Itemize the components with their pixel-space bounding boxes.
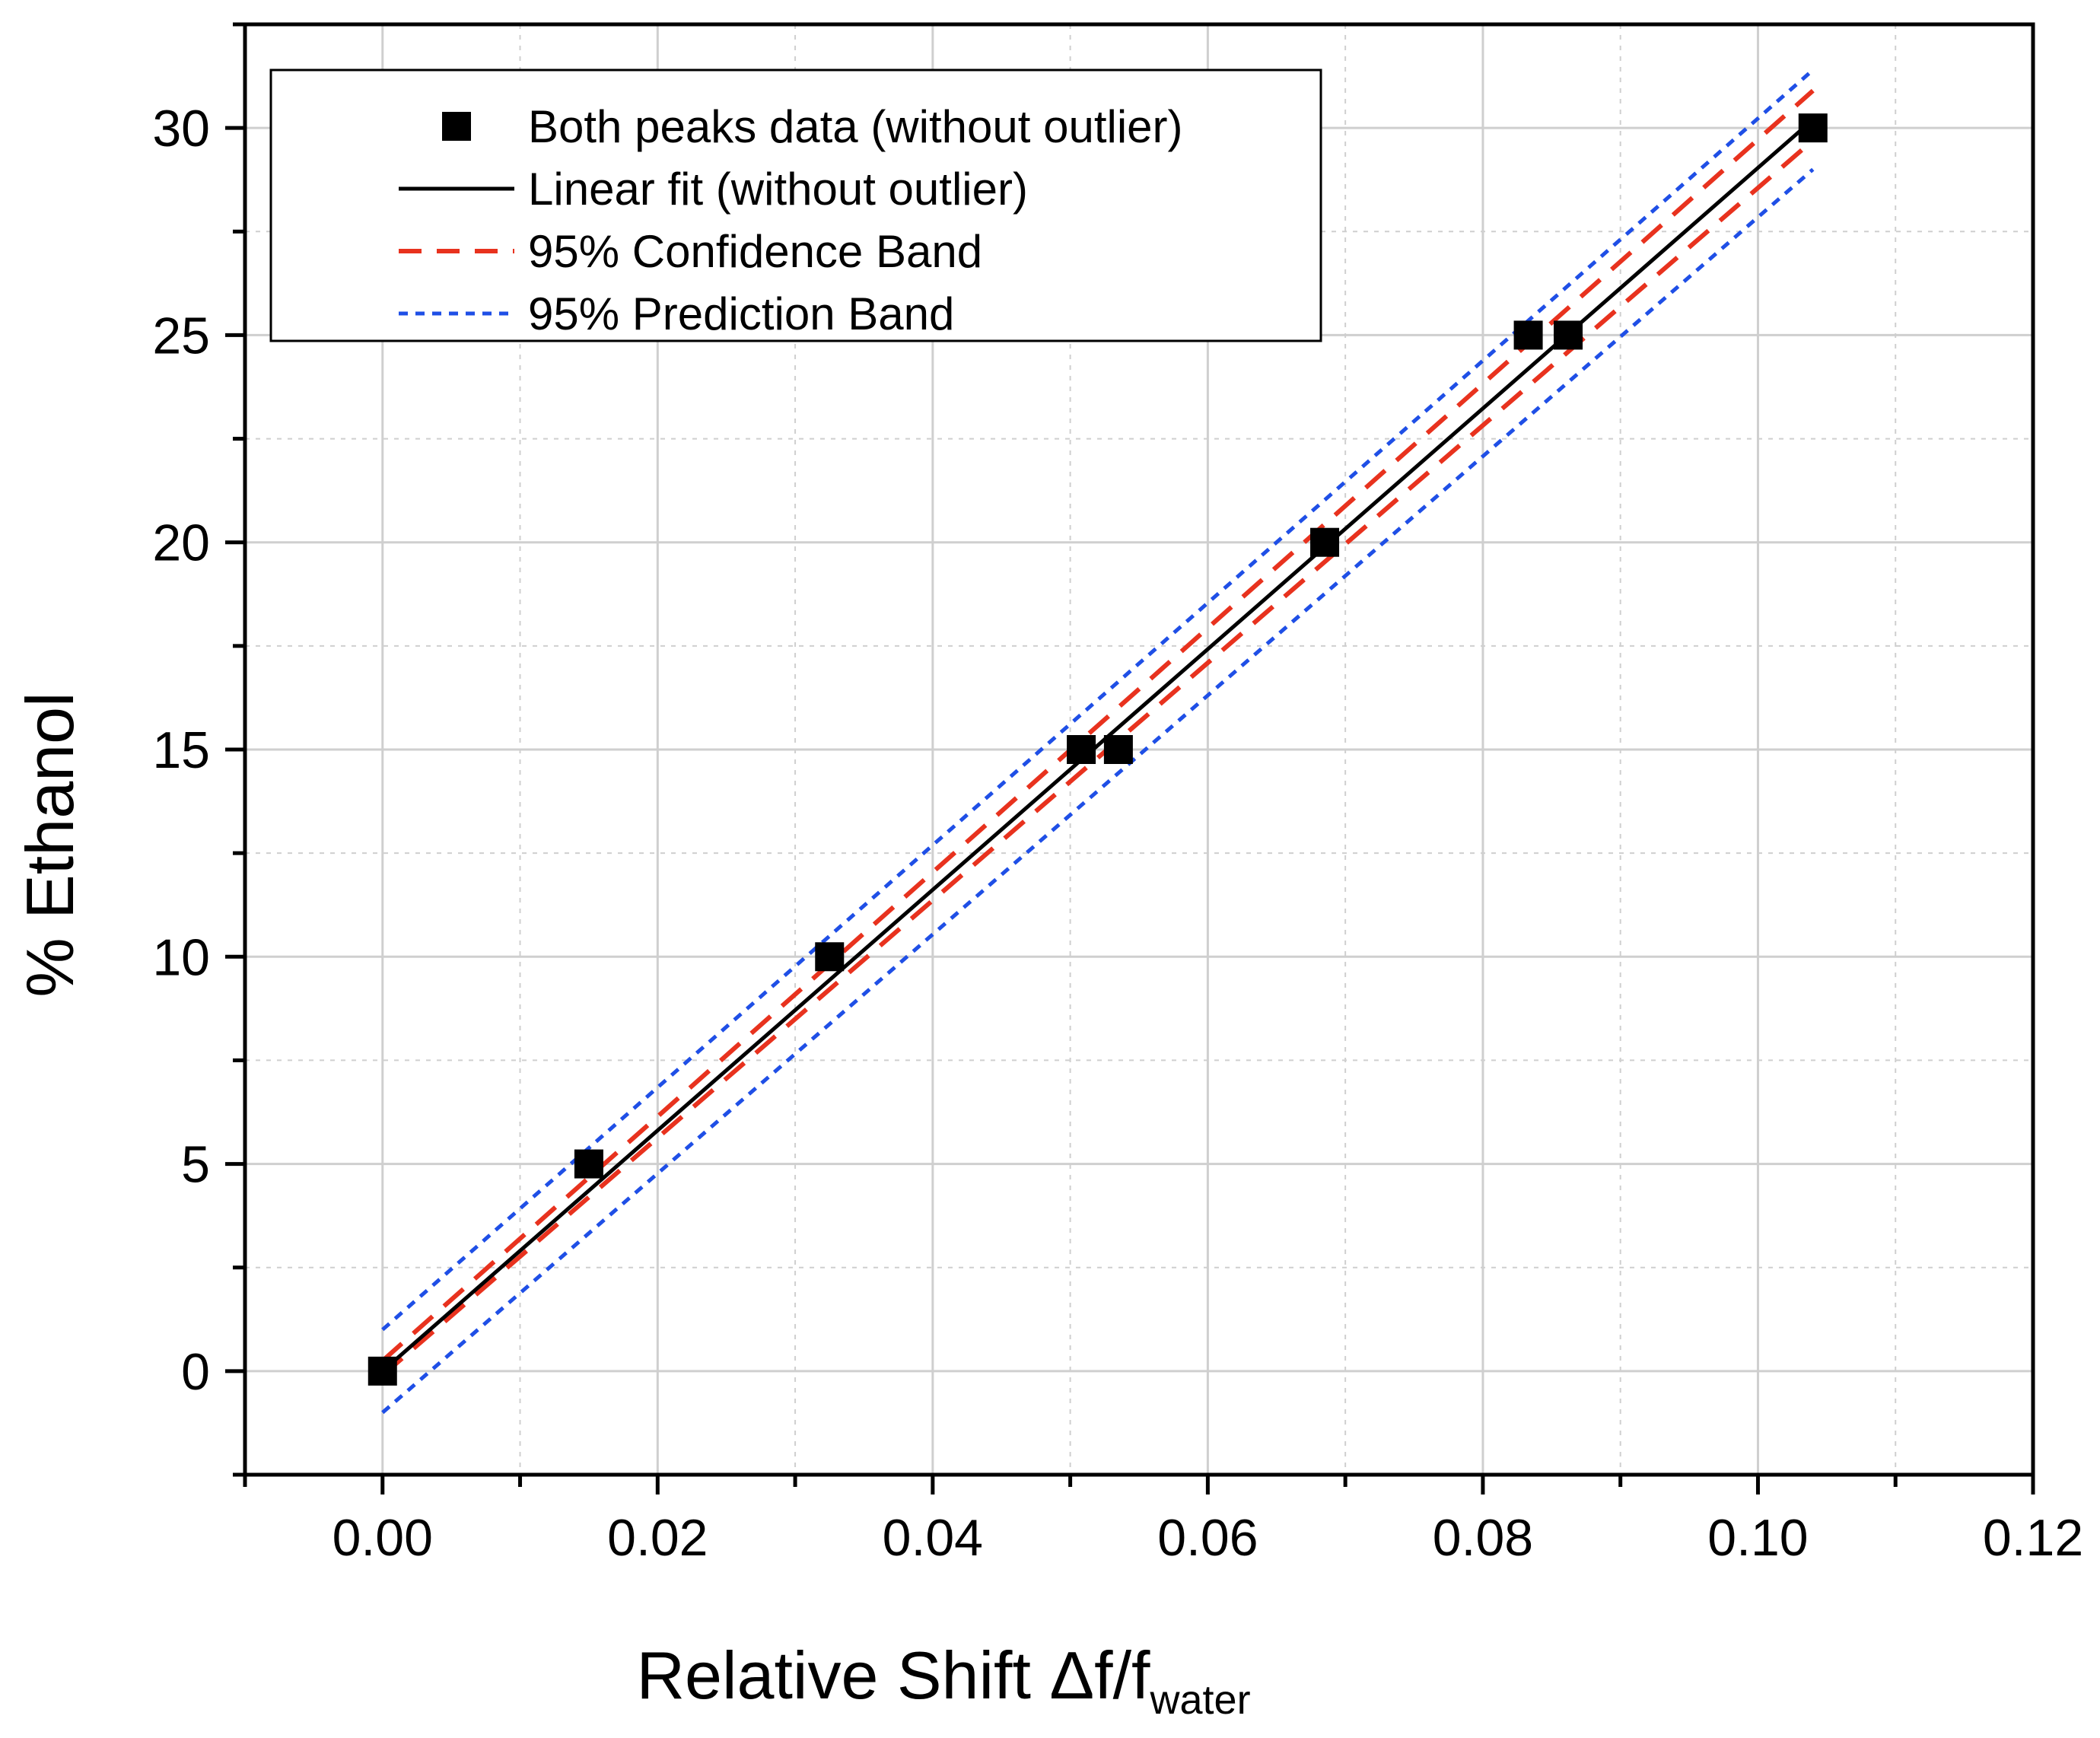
legend-label: 95% Prediction Band bbox=[528, 288, 954, 339]
confidence-band-upper bbox=[380, 88, 1815, 1363]
x-tick-label: 0.06 bbox=[1157, 1509, 1258, 1567]
y-tick-label: 15 bbox=[152, 721, 210, 779]
legend-label: Both peaks data (without outlier) bbox=[528, 101, 1182, 152]
data-point bbox=[1554, 320, 1583, 350]
x-tick-labels: 0.00 0.02 0.04 0.06 0.08 0.10 0.12 bbox=[332, 1509, 2084, 1567]
y-tick-label: 20 bbox=[152, 514, 210, 572]
legend-label: Linear fit (without outlier) bbox=[528, 164, 1028, 215]
x-axis-title-main: Relative Shift Δf/f bbox=[636, 1638, 1150, 1713]
axis-ticks bbox=[225, 22, 2035, 1494]
y-tick-label: 30 bbox=[152, 100, 210, 158]
data-points bbox=[368, 113, 1828, 1386]
x-tick-label: 0.08 bbox=[1433, 1509, 1533, 1567]
x-tick-label: 0.10 bbox=[1707, 1509, 1808, 1567]
y-tick-label: 10 bbox=[152, 928, 210, 986]
data-point bbox=[1798, 113, 1828, 143]
x-tick-label: 0.02 bbox=[607, 1509, 708, 1567]
x-axis-title-subscript: water bbox=[1150, 1677, 1251, 1723]
legend-marker-points bbox=[442, 112, 471, 141]
y-tick-labels: 0 5 10 15 20 25 30 bbox=[152, 100, 210, 1401]
y-tick-label: 0 bbox=[181, 1343, 210, 1401]
data-point bbox=[1103, 735, 1133, 764]
data-point bbox=[368, 1356, 397, 1386]
data-point bbox=[1513, 320, 1543, 350]
legend: Both peaks data (without outlier) Linear … bbox=[269, 68, 1322, 342]
x-tick-label: 0.00 bbox=[332, 1509, 433, 1567]
x-tick-label: 0.04 bbox=[883, 1509, 983, 1567]
data-point bbox=[1067, 735, 1096, 764]
y-tick-label: 25 bbox=[152, 307, 210, 364]
x-axis-title: Relative Shift Δf/fwater bbox=[636, 1638, 1250, 1723]
legend-label: 95% Confidence Band bbox=[528, 226, 982, 277]
prediction-band-lower bbox=[381, 167, 1815, 1415]
y-tick-label: 5 bbox=[181, 1136, 210, 1194]
x-tick-label: 0.12 bbox=[1983, 1509, 2083, 1567]
data-point bbox=[815, 942, 845, 972]
data-point bbox=[574, 1149, 603, 1179]
data-point bbox=[1310, 527, 1340, 557]
y-axis-title: % Ethanol bbox=[12, 692, 88, 997]
